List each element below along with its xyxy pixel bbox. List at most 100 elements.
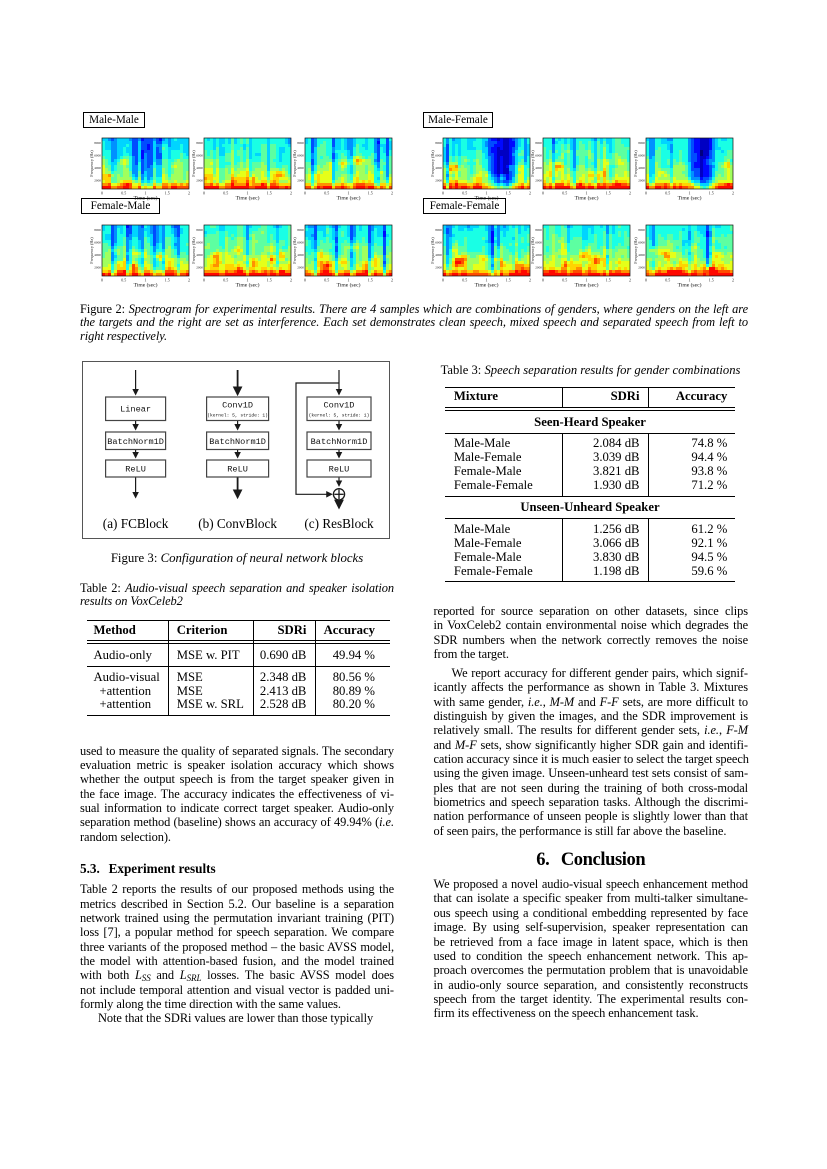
svg-text:2: 2 — [290, 278, 292, 283]
svg-text:1: 1 — [689, 278, 691, 283]
svg-text:2000: 2000 — [435, 178, 442, 182]
svg-text:Frequency (Hz): Frequency (Hz) — [292, 237, 297, 264]
svg-text:8000: 8000 — [297, 229, 304, 233]
svg-text:1: 1 — [348, 278, 350, 283]
svg-text:0.5: 0.5 — [462, 190, 467, 195]
svg-text:0.5: 0.5 — [324, 278, 329, 283]
svg-text:1: 1 — [586, 278, 588, 283]
svg-text:6000: 6000 — [196, 241, 203, 245]
svg-text:0: 0 — [101, 190, 103, 195]
svg-text:2000: 2000 — [435, 266, 442, 270]
svg-text:2000: 2000 — [638, 266, 645, 270]
svg-text:2: 2 — [188, 190, 190, 195]
svg-text:2: 2 — [188, 278, 190, 283]
svg-text:Frequency (Hz): Frequency (Hz) — [191, 237, 196, 264]
svg-text:1.5: 1.5 — [368, 278, 373, 283]
svg-text:Frequency (Hz): Frequency (Hz) — [633, 237, 638, 264]
svg-text:8000: 8000 — [638, 229, 645, 233]
svg-text:1.5: 1.5 — [709, 190, 714, 195]
svg-text:ReLU: ReLU — [125, 465, 146, 475]
svg-text:2000: 2000 — [94, 266, 101, 270]
svg-text:Time (sec): Time (sec) — [134, 282, 158, 289]
svg-text:8000: 8000 — [435, 229, 442, 233]
svg-text:BatchNorm1D: BatchNorm1D — [107, 437, 164, 447]
svg-text:1: 1 — [586, 190, 588, 195]
svg-text:1.5: 1.5 — [606, 278, 611, 283]
svg-text:0: 0 — [542, 190, 544, 195]
svg-text:Time (sec): Time (sec) — [235, 282, 259, 289]
svg-text:(b) ConvBlock: (b) ConvBlock — [198, 516, 277, 531]
svg-text:0.5: 0.5 — [223, 278, 228, 283]
svg-text:2000: 2000 — [297, 266, 304, 270]
svg-text:ReLU: ReLU — [227, 465, 248, 475]
svg-text:ReLU: ReLU — [329, 465, 350, 475]
svg-text:8000: 8000 — [94, 141, 101, 145]
svg-text:6000: 6000 — [435, 153, 442, 157]
svg-text:2: 2 — [629, 190, 631, 195]
svg-text:(c) ResBlock: (c) ResBlock — [304, 516, 374, 531]
svg-text:0: 0 — [101, 278, 103, 283]
svg-text:2: 2 — [629, 278, 631, 283]
svg-text:0: 0 — [442, 190, 444, 195]
svg-text:1: 1 — [485, 278, 487, 283]
svg-text:Frequency (Hz): Frequency (Hz) — [430, 237, 435, 264]
svg-text:0.5: 0.5 — [324, 190, 329, 195]
svg-text:Conv1D: Conv1D — [324, 401, 355, 411]
svg-text:Time (sec): Time (sec) — [575, 282, 599, 289]
svg-text:4000: 4000 — [638, 166, 645, 170]
svg-text:1.5: 1.5 — [266, 278, 271, 283]
svg-text:2: 2 — [529, 190, 531, 195]
svg-text:6000: 6000 — [638, 153, 645, 157]
svg-text:2: 2 — [732, 278, 734, 283]
svg-text:8000: 8000 — [435, 141, 442, 145]
svg-text:1.5: 1.5 — [505, 278, 510, 283]
svg-text:(a) FCBlock: (a) FCBlock — [103, 516, 169, 531]
svg-text:(kernel: 5, stride: 1): (kernel: 5, stride: 1) — [207, 413, 268, 419]
svg-text:6000: 6000 — [297, 241, 304, 245]
svg-text:8000: 8000 — [94, 229, 101, 233]
svg-text:1: 1 — [145, 278, 147, 283]
svg-text:Time (sec): Time (sec) — [337, 194, 361, 201]
svg-text:Time (sec): Time (sec) — [134, 194, 158, 201]
svg-text:1.5: 1.5 — [505, 190, 510, 195]
svg-text:2000: 2000 — [536, 178, 543, 182]
svg-text:4000: 4000 — [297, 254, 304, 258]
svg-text:Frequency (Hz): Frequency (Hz) — [292, 149, 297, 176]
svg-text:Frequency (Hz): Frequency (Hz) — [89, 237, 94, 264]
svg-text:Conv1D: Conv1D — [222, 401, 253, 411]
svg-text:1.5: 1.5 — [266, 190, 271, 195]
svg-text:1: 1 — [689, 190, 691, 195]
svg-text:0.5: 0.5 — [121, 278, 126, 283]
svg-text:8000: 8000 — [536, 229, 543, 233]
svg-text:0: 0 — [304, 278, 306, 283]
svg-text:6000: 6000 — [94, 241, 101, 245]
svg-text:2: 2 — [391, 278, 393, 283]
svg-text:BatchNorm1D: BatchNorm1D — [311, 437, 368, 447]
svg-text:1.5: 1.5 — [368, 190, 373, 195]
svg-text:1: 1 — [145, 190, 147, 195]
svg-text:2000: 2000 — [196, 178, 203, 182]
svg-text:2000: 2000 — [94, 178, 101, 182]
svg-text:Frequency (Hz): Frequency (Hz) — [530, 237, 535, 264]
svg-text:0: 0 — [645, 278, 647, 283]
svg-text:6000: 6000 — [196, 153, 203, 157]
svg-text:Time (sec): Time (sec) — [575, 194, 599, 201]
svg-text:4000: 4000 — [297, 166, 304, 170]
svg-text:4000: 4000 — [536, 166, 543, 170]
svg-text:2000: 2000 — [297, 178, 304, 182]
svg-text:4000: 4000 — [196, 166, 203, 170]
svg-text:0.5: 0.5 — [223, 190, 228, 195]
svg-text:2000: 2000 — [196, 266, 203, 270]
svg-text:1.5: 1.5 — [606, 190, 611, 195]
svg-text:2000: 2000 — [536, 266, 543, 270]
svg-text:8000: 8000 — [638, 141, 645, 145]
svg-text:1: 1 — [246, 190, 248, 195]
svg-text:(kernel: 5, stride: 1): (kernel: 5, stride: 1) — [309, 413, 370, 419]
svg-text:2: 2 — [529, 278, 531, 283]
svg-text:Time (sec): Time (sec) — [678, 194, 702, 201]
svg-text:0: 0 — [203, 190, 205, 195]
svg-text:6000: 6000 — [297, 153, 304, 157]
svg-text:8000: 8000 — [536, 141, 543, 145]
svg-text:Time (sec): Time (sec) — [235, 194, 259, 201]
svg-text:1: 1 — [348, 190, 350, 195]
